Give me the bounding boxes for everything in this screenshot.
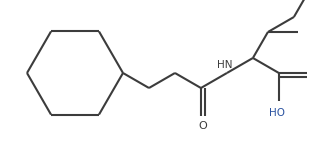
Text: HN: HN — [217, 60, 233, 70]
Text: HO: HO — [269, 108, 285, 118]
Text: O: O — [198, 121, 207, 131]
